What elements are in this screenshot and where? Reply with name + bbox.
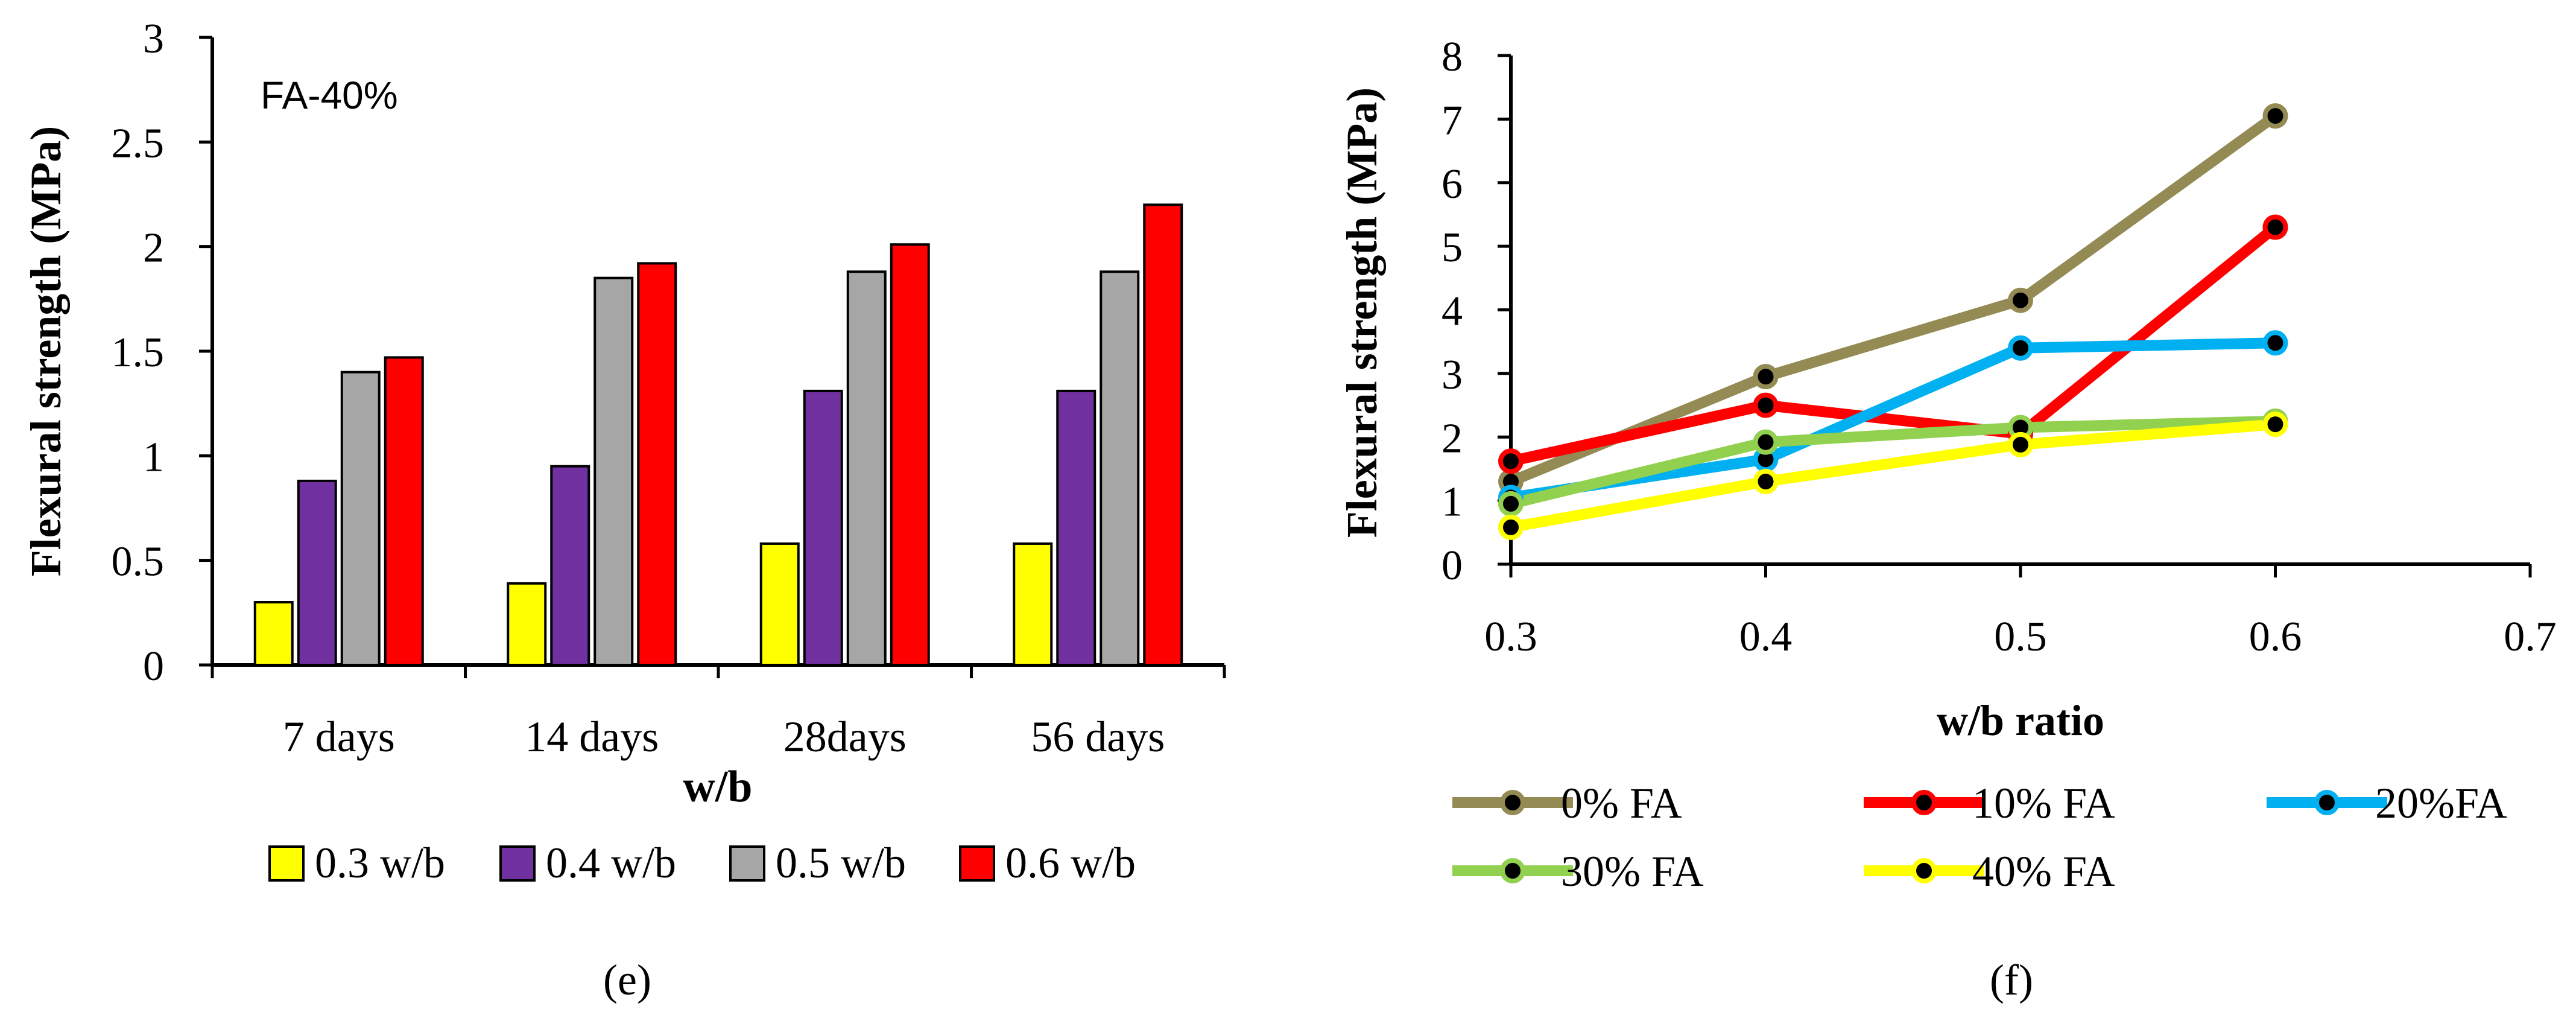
bar (253, 601, 294, 666)
y-tick-label: 1 (1441, 479, 1463, 526)
data-point (1498, 448, 1524, 474)
bar (550, 465, 590, 667)
y-axis-title: Flexural strength (MPa) (22, 126, 70, 577)
y-tick-label: 2.5 (112, 120, 165, 167)
x-category-label: 7 days (283, 713, 395, 761)
chart-annotation: FA-40% (261, 74, 398, 117)
legend-marker (1500, 858, 1525, 883)
data-point (1753, 469, 1779, 495)
legend-label: 30% FA (1561, 847, 1704, 895)
bar-chart-panel-e: 0 0.5 1 1.5 2 2.5 3 7 days 14 days 28days 56 days F… (22, 16, 1226, 1004)
bar (593, 276, 634, 666)
line-chart-panel-f: 0 1 2 3 4 5 6 7 8 0.3 0.4 0.5 0.6 0.7 Flexural strengt… (1338, 34, 2557, 1004)
data-point (1498, 491, 1524, 517)
series-line (1505, 221, 2281, 467)
legend-label: 0.3 w/b (315, 839, 445, 887)
legend-label: 0.6 w/b (1005, 839, 1136, 887)
y-tick-label: 0 (143, 643, 164, 690)
legend-label: 10% FA (1972, 779, 2115, 827)
y-tick-label: 2 (143, 225, 164, 272)
bar (1100, 270, 1140, 666)
legend-label: 0% FA (1561, 779, 1682, 827)
x-axis-title: w/b (683, 762, 752, 812)
y-tick-label: 0.5 (112, 539, 165, 585)
bar (803, 389, 843, 666)
legend-swatch (268, 845, 305, 882)
x-category-label: 14 days (525, 713, 659, 761)
x-category-label: 56 days (1031, 713, 1165, 761)
y-axis-title: Flexural strength (MPa) (1338, 87, 1386, 538)
panel-label: (f) (1990, 956, 2033, 1004)
series-line (1505, 415, 2281, 509)
data-point (2262, 103, 2288, 129)
panel-label: (e) (603, 956, 651, 1004)
bar (507, 582, 547, 666)
bar (384, 356, 424, 667)
x-tick-label: 0.5 (1994, 614, 2047, 660)
bar (1013, 542, 1053, 667)
bar (846, 270, 887, 666)
y-tick-label: 3 (1441, 352, 1463, 398)
y-tick-label: 1 (143, 434, 164, 480)
bar (637, 262, 677, 666)
legend-marker (1911, 790, 1937, 815)
legend-label: 20%FA (2375, 779, 2507, 827)
y-tick-label: 2 (1441, 415, 1463, 462)
data-point (1498, 514, 1524, 540)
y-tick-label: 7 (1441, 97, 1463, 144)
data-point (2262, 214, 2288, 240)
data-point (2008, 335, 2033, 361)
legend-swatch (729, 845, 765, 882)
y-tick-label: 6 (1441, 161, 1463, 208)
data-point (2008, 287, 2033, 313)
data-point (2262, 412, 2288, 437)
bar (340, 371, 381, 667)
data-point (2008, 431, 2033, 457)
data-point (1753, 364, 1779, 390)
bar (297, 479, 337, 667)
x-tick-label: 0.6 (2249, 614, 2302, 660)
x-axis-title: w/b ratio (1937, 696, 2104, 745)
data-point (1753, 392, 1779, 418)
data-point (1753, 429, 1779, 455)
y-tick-label: 3 (143, 16, 164, 62)
x-tick-label: 0.4 (1739, 614, 1793, 660)
bar (759, 542, 800, 667)
y-tick-label: 4 (1441, 288, 1463, 335)
y-tick-label: 1.5 (112, 329, 165, 376)
x-category-label: 28days (783, 713, 907, 761)
bar (1056, 389, 1097, 666)
y-tick-label: 0 (1441, 542, 1463, 589)
series-line (1505, 419, 2281, 533)
bar (890, 243, 930, 666)
x-tick-label: 0.3 (1484, 614, 1537, 660)
y-tick-label: 5 (1441, 224, 1463, 271)
legend-label: 40% FA (1972, 847, 2115, 895)
x-tick-label: 0.7 (2504, 614, 2557, 660)
y-tick-label: 8 (1441, 34, 1463, 80)
legend-swatch (499, 845, 536, 882)
legend-label: 0.4 w/b (546, 839, 676, 887)
bar (1143, 203, 1183, 667)
legend-label: 0.5 w/b (776, 839, 906, 887)
legend-marker (2314, 790, 2340, 815)
legend-marker (1500, 790, 1525, 815)
legend-marker (1911, 858, 1937, 883)
legend-swatch (959, 845, 995, 882)
data-point (2262, 330, 2288, 356)
